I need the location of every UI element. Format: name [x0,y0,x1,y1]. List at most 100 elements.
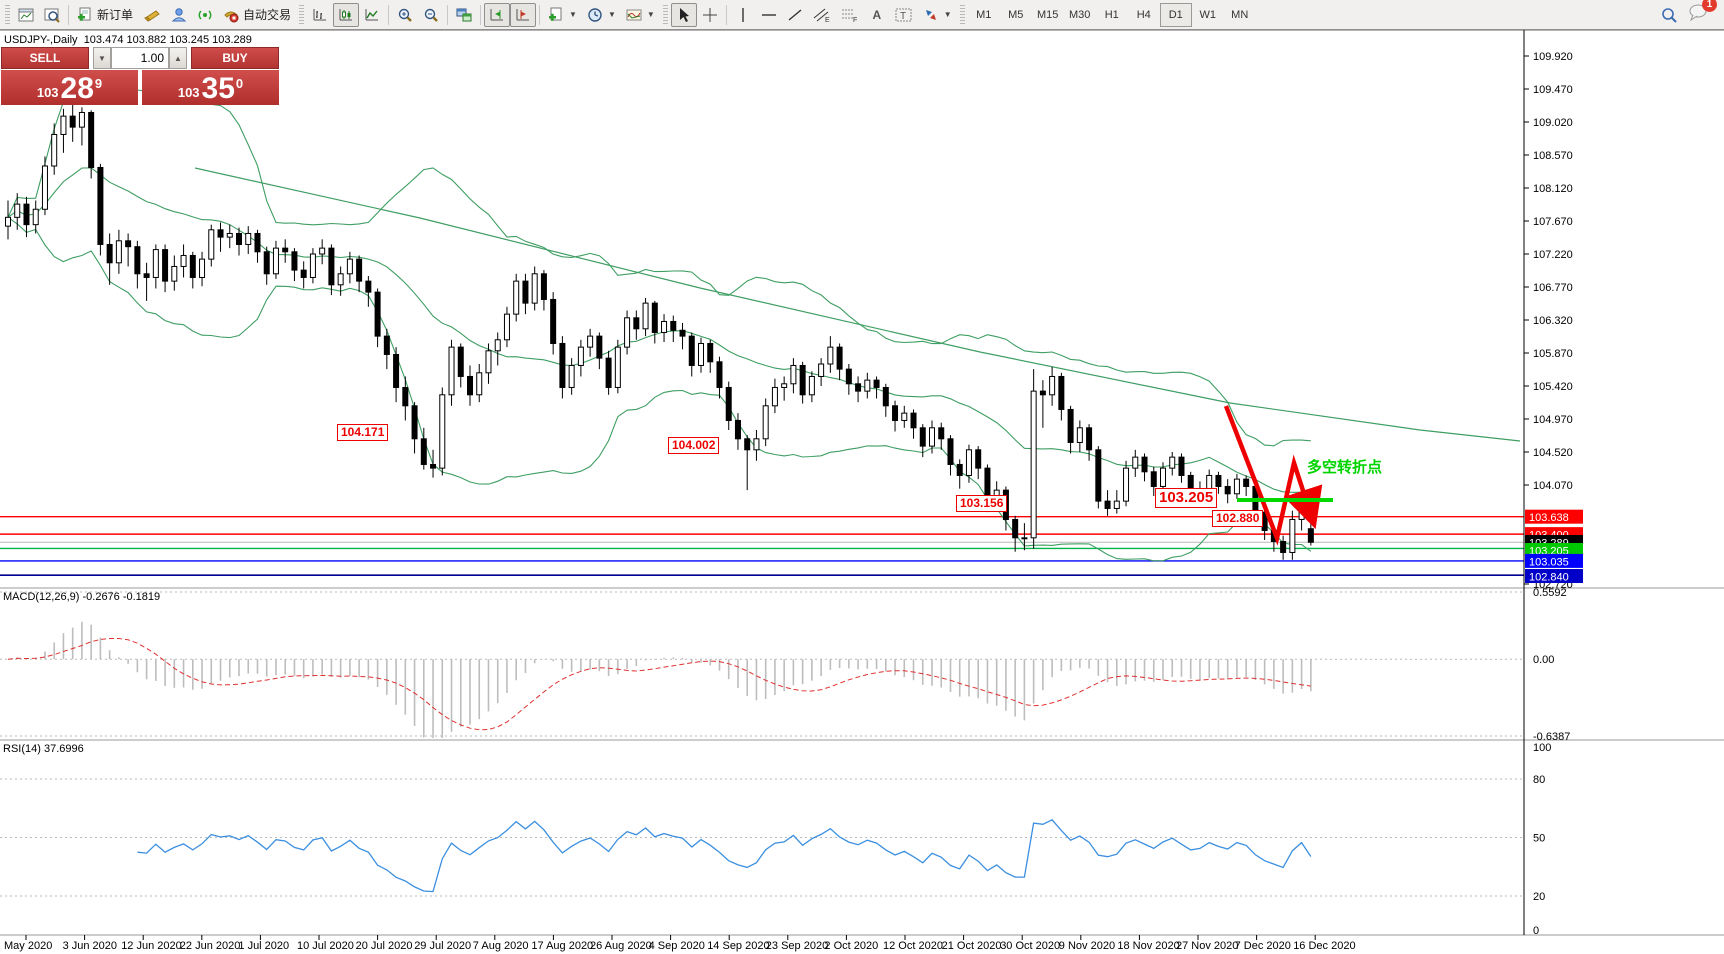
svg-text:17 Aug 2020: 17 Aug 2020 [531,940,593,952]
signals-button[interactable] [192,3,218,27]
svg-text:100: 100 [1533,742,1551,754]
price-annotation-box[interactable]: 104.002 [668,437,720,454]
zoom-in-icon [398,8,412,22]
text-button[interactable]: A [872,7,882,22]
svg-text:105.420: 105.420 [1533,381,1573,393]
sell-price-panel[interactable]: 103 28 9 [1,70,138,105]
toolbar-separator [725,4,727,25]
cursor-button[interactable] [670,2,697,27]
timeframe-button-w1[interactable]: W1 [1199,8,1216,21]
toolbar-grip[interactable] [299,4,305,25]
chart-search-button[interactable] [39,3,65,27]
equidistant-channel-button[interactable]: E [808,3,836,27]
auto-scroll-button[interactable] [484,2,511,27]
horizontal-line-button[interactable] [756,3,782,27]
toolbar-grip[interactable] [5,4,10,25]
text-label-button[interactable]: T [890,3,918,27]
svg-text:4 Sep 2020: 4 Sep 2020 [649,940,705,952]
indicators-button[interactable]: ▼ [621,3,660,27]
svg-text:20 Jul 2020: 20 Jul 2020 [356,940,413,952]
price-annotation-box[interactable]: 103.156 [956,495,1008,512]
bar-chart-type-button[interactable] [307,3,333,27]
svg-text:2 Oct 2020: 2 Oct 2020 [824,940,878,952]
svg-text:F: F [853,17,857,23]
timeframe-group: M1 M5 M15 M30 H1 H4 D1 W1 MN [968,2,1256,27]
rsi-pane [0,778,1524,897]
chart-shift-button[interactable] [510,2,537,27]
indicators-icon [626,9,642,20]
chat-button[interactable]: 1 [1688,0,1717,26]
timeframe-button-mn[interactable]: MN [1231,8,1249,21]
dropdown-caret-icon: ▼ [569,10,577,19]
svg-text:-0.6387: -0.6387 [1533,731,1570,743]
volume-increase-button[interactable]: ▲ [169,47,187,69]
add-object-button[interactable]: ▼ [543,3,582,27]
one-click-trading-panel: SELL ▼ ▲ BUY 103 28 9 103 35 0 [1,47,279,105]
svg-text:103.035: 103.035 [1529,556,1569,568]
zoom-out-button[interactable] [418,3,444,27]
buy-button[interactable]: BUY [191,47,279,69]
dropdown-caret-icon: ▼ [646,10,655,19]
toolbar-right-group: 1 [1660,0,1722,26]
volume-decrease-button[interactable]: ▼ [93,47,111,69]
svg-text:7 Aug 2020: 7 Aug 2020 [473,940,529,952]
svg-text:102.840: 102.840 [1529,572,1569,584]
trendline-button[interactable] [782,3,808,27]
timeframe-button-m30[interactable]: M30 [1069,8,1091,21]
tile-windows-button[interactable] [451,3,477,27]
chart-title: USDJPY-,Daily 103.474 103.882 103.245 10… [4,34,252,46]
line-chart-type-button[interactable] [359,3,385,27]
svg-text:22 Jun 2020: 22 Jun 2020 [180,940,241,952]
price-annotation-box[interactable]: 103.205 [1155,488,1218,508]
sell-price-big: 28 [60,72,94,105]
svg-text:23 Sep 2020: 23 Sep 2020 [766,940,828,952]
svg-text:21 Oct 2020: 21 Oct 2020 [942,940,1002,952]
period-button[interactable]: ▼ [582,3,621,27]
svg-text:30 Oct 2020: 30 Oct 2020 [1000,940,1060,952]
svg-text:104.970: 104.970 [1533,414,1573,426]
crosshair-icon [702,7,717,22]
crosshair-button[interactable] [697,3,723,27]
sell-price-prefix: 103 [36,85,59,100]
signal-icon [198,9,212,20]
candlestick-type-button[interactable] [333,2,360,27]
add-object-icon [549,7,562,21]
price-annotation-box[interactable]: 104.171 [337,424,389,441]
new-order-button[interactable]: 新订单 [72,3,138,27]
autotrading-button[interactable]: 自动交易 [218,3,296,27]
svg-text:0: 0 [1533,925,1539,937]
toolbar-grip[interactable] [662,4,668,25]
fibonacci-button[interactable]: F [836,3,864,27]
price-annotation-box[interactable]: 102.880 [1212,510,1264,527]
svg-text:26 Aug 2020: 26 Aug 2020 [590,940,652,952]
vertical-line-button[interactable] [730,3,756,27]
svg-text:106.320: 106.320 [1533,315,1573,327]
timeframe-button-m5[interactable]: M5 [1008,8,1024,21]
timeframe-button-h4[interactable]: H4 [1136,8,1151,21]
chart-window-button[interactable] [13,3,39,27]
timeframe-button-m1[interactable]: M1 [976,8,992,21]
buy-price-panel[interactable]: 103 35 0 [142,70,279,105]
volume-input[interactable] [111,47,169,69]
line-chart-icon [365,8,379,20]
toolbar-grip[interactable] [959,4,965,25]
svg-text:T: T [900,11,906,22]
timeframe-button-m15[interactable]: M15 [1037,8,1059,21]
notification-badge: 1 [1702,0,1717,12]
metaeditor-button[interactable] [138,3,166,27]
timeframe-button-d1[interactable]: D1 [1159,2,1192,27]
zoom-in-button[interactable] [392,3,418,27]
community-button[interactable] [166,3,192,27]
arrows-button[interactable]: ▼ [918,3,957,27]
chart-window-icon [18,8,34,21]
svg-text:14 Sep 2020: 14 Sep 2020 [707,940,769,952]
svg-text:12 Oct 2020: 12 Oct 2020 [883,940,943,952]
timeframe-button-h1[interactable]: H1 [1104,8,1119,21]
horizontal-line-icon [761,13,776,16]
channel-icon: E [813,8,830,23]
search-icon[interactable] [1660,6,1678,24]
sell-button[interactable]: SELL [1,47,89,69]
cn-annotation-label[interactable]: 多空转折点 [1307,459,1383,476]
toolbar-separator [539,4,541,25]
